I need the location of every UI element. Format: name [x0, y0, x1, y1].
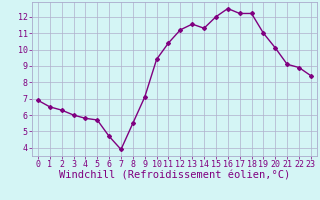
X-axis label: Windchill (Refroidissement éolien,°C): Windchill (Refroidissement éolien,°C) [59, 171, 290, 181]
